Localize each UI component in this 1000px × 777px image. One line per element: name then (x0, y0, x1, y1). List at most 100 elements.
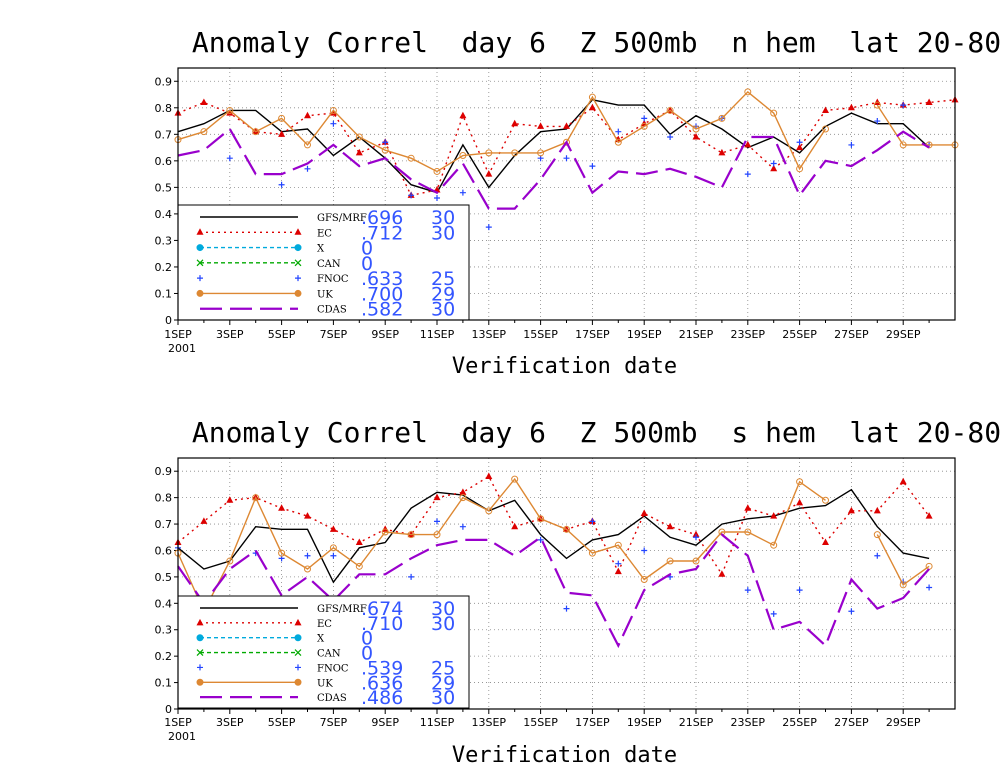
data-point (847, 506, 855, 514)
data-point (304, 165, 311, 172)
legend-marker (196, 618, 204, 626)
data-point (329, 109, 337, 116)
data-point (770, 164, 778, 172)
series-line (177, 477, 826, 613)
data-point (355, 538, 363, 546)
data-point (408, 573, 415, 580)
series-gfs-mrf (177, 99, 930, 194)
data-point (641, 547, 648, 554)
y-tick-label: 0.5 (155, 571, 173, 584)
legend-label: GFS/MRF (317, 604, 367, 615)
series-line (177, 99, 956, 197)
y-tick-label: 0.3 (155, 234, 173, 247)
x-tick-label: 21SEP (679, 716, 714, 729)
data-point (278, 549, 286, 557)
x-year-label: 2001 (168, 730, 196, 743)
y-tick-label: 0.2 (155, 650, 173, 663)
legend-marker (294, 289, 302, 297)
legend-count: 30 (431, 222, 455, 244)
series-uk (174, 475, 933, 615)
data-point (485, 170, 493, 177)
legend-score: 0 (361, 643, 373, 665)
x-tick-label: 11SEP (420, 716, 455, 729)
x-tick-label: 23SEP (731, 328, 766, 341)
y-tick-label: 0.6 (155, 544, 173, 557)
data-point (459, 523, 466, 530)
legend-marker (196, 678, 204, 686)
series-line (177, 475, 930, 576)
x-axis-label: Verification date (452, 354, 677, 379)
data-point (692, 530, 700, 538)
legend-marker (294, 678, 302, 686)
data-point (511, 119, 519, 127)
legend-marker (295, 275, 301, 282)
data-point (459, 111, 467, 119)
data-point (848, 608, 855, 615)
chart-title: Anomaly Correl day 6 Z 500mb s hem lat 2… (192, 416, 1000, 449)
legend-score: .700 (361, 283, 403, 305)
data-point (200, 517, 208, 524)
data-point (614, 541, 622, 549)
data-point (355, 133, 363, 141)
legend-marker (294, 228, 302, 235)
data-point (822, 106, 829, 113)
data-point (563, 122, 570, 129)
data-point (796, 139, 803, 146)
data-point (640, 509, 648, 516)
series-line (876, 104, 955, 146)
data-point (900, 102, 907, 109)
x-tick-label: 9SEP (371, 716, 399, 729)
data-point (537, 149, 545, 157)
legend-marker (295, 664, 301, 671)
x-tick-label: 11SEP (420, 328, 455, 341)
data-point (459, 488, 467, 495)
x-tick-label: 13SEP (472, 328, 507, 341)
data-point (434, 194, 440, 201)
data-point (667, 133, 674, 140)
data-point (848, 141, 855, 148)
data-point (589, 518, 596, 525)
data-point (407, 530, 415, 538)
legend-marker (294, 649, 302, 656)
data-point (304, 111, 311, 119)
data-point (873, 531, 881, 539)
plot-frame (177, 457, 956, 710)
data-point (485, 472, 493, 479)
data-point (382, 139, 389, 146)
legend-marker (196, 649, 204, 656)
x-tick-label: 1SEP (164, 328, 192, 341)
data-point (226, 155, 233, 162)
x-tick-label: 23SEP (731, 716, 766, 729)
data-point (589, 163, 596, 170)
y-tick-label: 0.6 (155, 155, 173, 168)
legend-count: 30 (431, 299, 455, 321)
data-point (615, 560, 622, 567)
legend-count: 30 (431, 687, 455, 709)
data-point (485, 224, 492, 231)
series-uk (174, 88, 959, 175)
legend-count: 25 (431, 268, 455, 290)
legend-box (177, 204, 470, 321)
data-point (304, 565, 311, 573)
data-point (278, 181, 285, 188)
x-tick-label: 19SEP (627, 328, 662, 341)
y-tick-label: 0.3 (155, 624, 173, 637)
data-point (796, 587, 803, 594)
x-year-label: 2001 (168, 342, 196, 355)
data-point (899, 477, 907, 485)
data-point (796, 143, 804, 151)
x-tick-label: 15SEP (523, 328, 558, 341)
legend-marker (294, 259, 302, 267)
x-tick-label: 13SEP (472, 716, 507, 729)
x-tick-label: 25SEP (782, 328, 817, 341)
data-point (796, 165, 804, 173)
data-point (718, 570, 726, 577)
x-tick-label: 3SEP (216, 716, 244, 729)
x-tick-label: 9SEP (371, 328, 399, 341)
y-tick-label: 0 (165, 703, 172, 716)
x-tick-label: 5SEP (268, 716, 296, 729)
legend-box (177, 595, 470, 709)
legend-score: 0 (361, 628, 373, 650)
data-point (744, 587, 751, 594)
legend-marker (294, 618, 302, 626)
